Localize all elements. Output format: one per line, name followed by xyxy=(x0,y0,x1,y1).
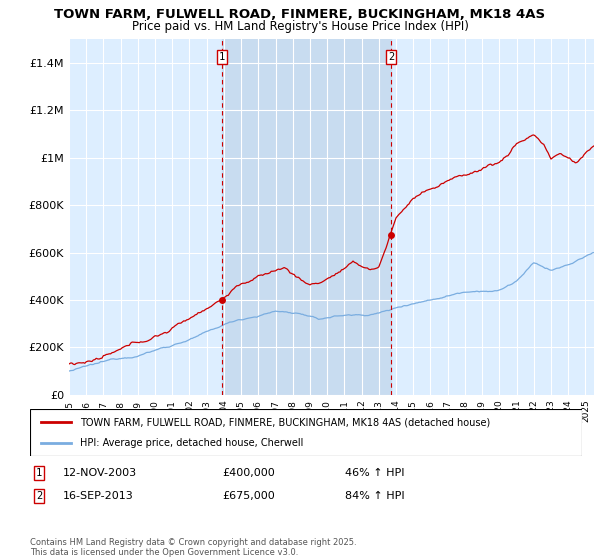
Text: 46% ↑ HPI: 46% ↑ HPI xyxy=(345,468,404,478)
Text: Contains HM Land Registry data © Crown copyright and database right 2025.
This d: Contains HM Land Registry data © Crown c… xyxy=(30,538,356,557)
Text: 2: 2 xyxy=(388,52,394,62)
Bar xyxy=(222,39,391,395)
FancyBboxPatch shape xyxy=(30,409,582,456)
Text: TOWN FARM, FULWELL ROAD, FINMERE, BUCKINGHAM, MK18 4AS: TOWN FARM, FULWELL ROAD, FINMERE, BUCKIN… xyxy=(55,8,545,21)
Text: £675,000: £675,000 xyxy=(222,491,275,501)
Text: 16-SEP-2013: 16-SEP-2013 xyxy=(63,491,134,501)
Text: TOWN FARM, FULWELL ROAD, FINMERE, BUCKINGHAM, MK18 4AS (detached house): TOWN FARM, FULWELL ROAD, FINMERE, BUCKIN… xyxy=(80,417,490,427)
Text: 1: 1 xyxy=(36,468,42,478)
Text: £400,000: £400,000 xyxy=(222,468,275,478)
Text: HPI: Average price, detached house, Cherwell: HPI: Average price, detached house, Cher… xyxy=(80,438,303,448)
Text: 84% ↑ HPI: 84% ↑ HPI xyxy=(345,491,404,501)
Text: 1: 1 xyxy=(219,52,225,62)
Text: 12-NOV-2003: 12-NOV-2003 xyxy=(63,468,137,478)
Text: Price paid vs. HM Land Registry's House Price Index (HPI): Price paid vs. HM Land Registry's House … xyxy=(131,20,469,32)
Text: 2: 2 xyxy=(36,491,42,501)
